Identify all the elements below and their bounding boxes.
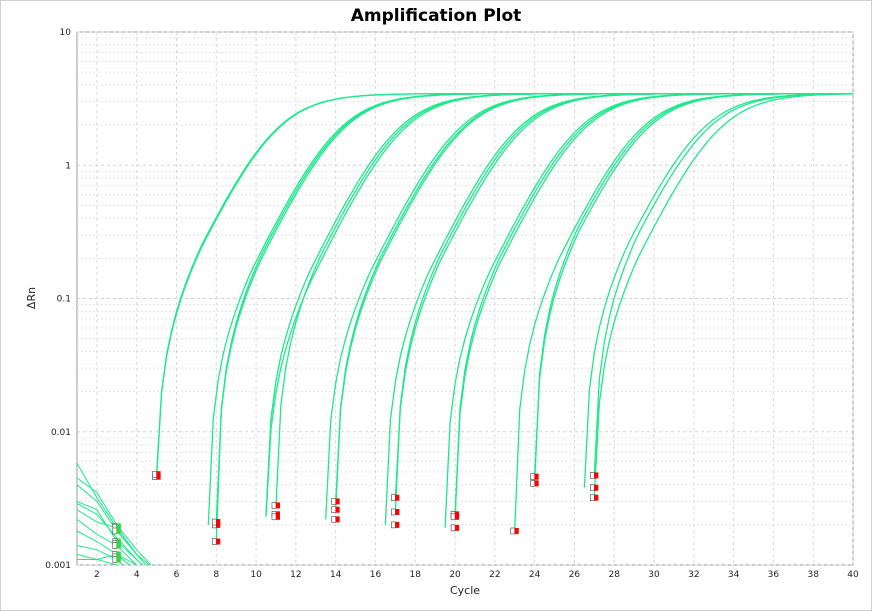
x-tick-label: 16 (370, 570, 382, 580)
baseline-start-marker (271, 502, 277, 509)
baseline-start-marker (391, 508, 396, 516)
y-axis-title: ΔRn (25, 287, 38, 309)
noise-end-marker (116, 556, 121, 563)
y-tick-label: 0.01 (51, 428, 71, 438)
baseline-end-marker (534, 473, 539, 480)
baseline-start-marker (331, 506, 336, 514)
baseline-end-marker (216, 538, 221, 545)
baseline-end-marker (594, 494, 599, 501)
noise-start-marker (112, 556, 118, 563)
baseline-end-marker (275, 513, 280, 520)
noise-end-marker (116, 524, 121, 531)
baseline-end-marker (594, 484, 599, 491)
x-tick-label: 10 (250, 570, 262, 580)
amplification-curves (155, 92, 853, 542)
x-axis-ticks: 2 4 6 8 10 12 14 16 18 20 22 24 26 28 30 32 34 36 38 40 (94, 570, 859, 580)
baseline-start-marker (450, 513, 456, 521)
x-tick-label: 8 (213, 570, 219, 580)
baseline-start-marker (590, 484, 595, 492)
baseline-start-marker (331, 498, 336, 505)
baseline-end-marker (156, 471, 161, 478)
amplification-curve (533, 92, 853, 477)
baseline-start-marker (211, 538, 217, 545)
x-tick-label: 34 (728, 570, 740, 580)
x-tick-label: 28 (609, 570, 621, 580)
baseline-end-marker (395, 508, 400, 515)
baseline-start-marker (450, 524, 456, 532)
baseline-end-marker (455, 513, 460, 520)
y-tick-label: 1 (65, 161, 71, 171)
x-axis-title: Cycle (450, 584, 480, 597)
baseline-noise-trace (77, 545, 124, 565)
y-tick-label: 10 (60, 28, 72, 38)
x-tick-label: 18 (410, 570, 422, 580)
chart-title: Amplification Plot (350, 6, 522, 26)
x-tick-label: 4 (134, 570, 140, 580)
plot-area (76, 31, 854, 566)
x-tick-label: 14 (330, 570, 342, 580)
baseline-end-marker (514, 527, 519, 534)
cycle-markers (112, 470, 599, 563)
baseline-start-marker (510, 527, 516, 535)
x-tick-label: 32 (688, 570, 699, 580)
x-tick-label: 40 (847, 570, 859, 580)
baseline-start-marker (152, 470, 157, 478)
baseline-end-marker (455, 524, 460, 531)
baseline-end-marker (275, 502, 280, 509)
x-tick-label: 36 (768, 570, 780, 580)
baseline-start-marker (331, 516, 336, 523)
x-tick-label: 38 (807, 570, 819, 580)
baseline-start-marker (211, 518, 217, 526)
x-tick-label: 20 (449, 570, 461, 580)
noise-end-marker (116, 542, 121, 549)
y-tick-label: 0.001 (45, 561, 71, 571)
baseline-end-marker (534, 480, 539, 487)
baseline-end-marker (216, 519, 221, 526)
baseline-start-marker (590, 494, 595, 501)
baseline-start-marker (271, 513, 277, 521)
noise-end-marker (116, 527, 121, 534)
baseline-start-marker (590, 472, 595, 479)
baseline-end-marker (395, 494, 400, 501)
baseline-end-marker (335, 498, 340, 505)
baseline-noise-trace (77, 553, 137, 565)
x-tick-label: 12 (290, 570, 301, 580)
x-tick-label: 6 (174, 570, 180, 580)
baseline-end-marker (395, 521, 400, 528)
baseline-start-marker (391, 494, 396, 501)
baseline-start-marker (530, 473, 535, 480)
baseline-end-marker (335, 506, 340, 513)
y-tick-label: 0.1 (57, 295, 71, 305)
baseline-noise-trace (77, 530, 131, 565)
baseline-start-marker (391, 521, 396, 529)
y-axis-ticks: 0.001 0.01 0.1 1 10 (45, 28, 71, 571)
baseline-end-marker (594, 472, 599, 479)
baseline-noise-trace (77, 502, 138, 560)
x-tick-label: 24 (529, 570, 541, 580)
x-tick-label: 30 (648, 570, 660, 580)
baseline-noise-trace (77, 484, 138, 555)
baseline-noise-trace (77, 553, 118, 565)
noise-start-marker (112, 542, 118, 549)
baseline-end-marker (335, 516, 340, 523)
x-tick-label: 26 (569, 570, 581, 580)
x-tick-label: 22 (489, 570, 500, 580)
x-tick-label: 2 (94, 570, 100, 580)
amplification-curve (593, 93, 853, 498)
grid-lines (77, 31, 854, 566)
amplification-curve (593, 93, 853, 476)
baseline-start-marker (530, 480, 535, 487)
noise-start-marker (112, 527, 118, 535)
